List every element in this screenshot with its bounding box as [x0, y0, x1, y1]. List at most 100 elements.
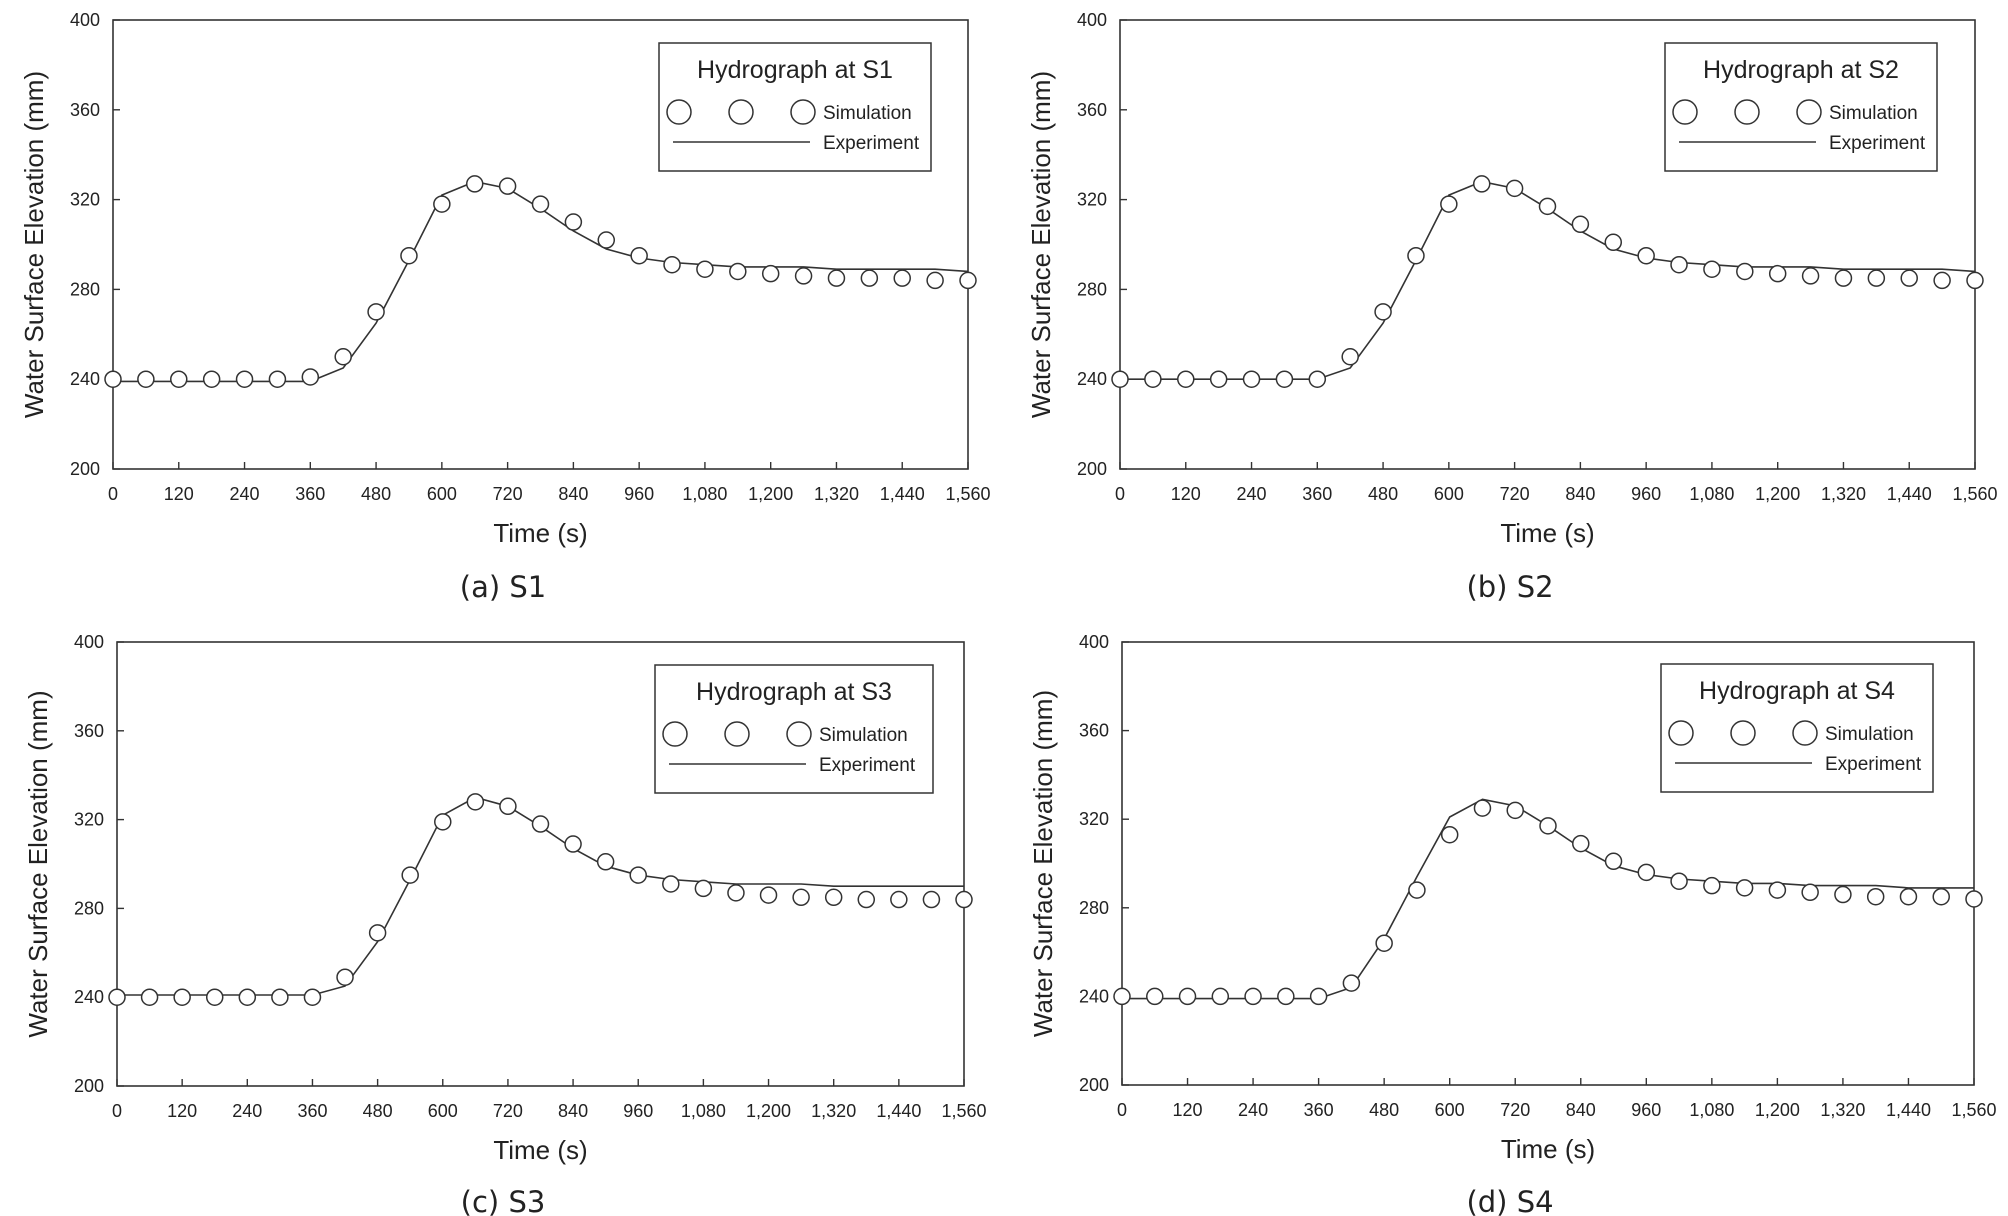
y-tick-label: 400 — [1079, 632, 1109, 652]
y-tick-label: 280 — [1079, 898, 1109, 918]
data-point-simulation — [401, 866, 419, 884]
legend-marker-simulation — [1672, 99, 1698, 125]
data-point-simulation — [1604, 852, 1623, 871]
data-point-simulation — [729, 262, 747, 281]
data-point-simulation — [202, 370, 221, 388]
data-point-simulation — [1209, 370, 1228, 388]
legend-title: Hydrograph at S2 — [1703, 56, 1899, 84]
data-point-simulation — [531, 815, 550, 833]
data-point-simulation — [108, 988, 126, 1006]
data-point-simulation — [1342, 974, 1361, 992]
y-tick-label: 360 — [1077, 100, 1107, 120]
chart-panel-d: 0 120 240 360 480 600 720 840 960 1,080 1,200 1,320… — [1028, 632, 1997, 1216]
x-tick-label: 0 — [112, 1101, 122, 1121]
x-tick-label: 720 — [1500, 1100, 1530, 1120]
x-tick-label: 360 — [295, 484, 325, 504]
x-tick-label: 120 — [1173, 1100, 1203, 1120]
data-point-simulation — [1440, 195, 1458, 213]
data-point-simulation — [694, 879, 713, 898]
legend-marker-simulation — [786, 721, 812, 747]
chart-legend: Hydrograph at S1 Simulation Experiment — [658, 42, 932, 172]
data-point-simulation — [696, 260, 714, 278]
data-point-simulation — [466, 793, 485, 811]
legend-marker-simulation — [728, 99, 754, 125]
x-tick-label: 600 — [1435, 1100, 1465, 1120]
data-point-simulation — [1374, 303, 1392, 321]
data-point-simulation — [761, 264, 780, 283]
data-point-simulation — [893, 269, 911, 287]
data-point-simulation — [955, 890, 973, 909]
y-tick-label: 320 — [1077, 190, 1107, 210]
x-tick-label: 960 — [623, 1101, 653, 1121]
panel-caption: (c) S3 — [461, 1185, 546, 1216]
legend-marker-simulation — [790, 99, 816, 125]
data-point-simulation — [1933, 271, 1951, 290]
data-point-simulation — [1899, 887, 1918, 906]
data-point-simulation — [1735, 879, 1754, 897]
x-tick-label: 0 — [1115, 484, 1125, 504]
x-tick-label: 1,560 — [1951, 1100, 1996, 1120]
panel-caption: (d) S4 — [1466, 1185, 1553, 1216]
data-point-simulation — [926, 271, 944, 290]
legend-label-experiment: Experiment — [1829, 133, 1926, 154]
data-point-simulation — [1900, 269, 1918, 287]
data-point-simulation — [1111, 370, 1129, 388]
data-point-simulation — [400, 246, 418, 265]
data-point-simulation — [1637, 246, 1655, 265]
legend-marker-simulation — [1796, 99, 1822, 125]
data-point-simulation — [137, 370, 155, 388]
y-tick-label: 400 — [1077, 10, 1107, 30]
data-point-simulation — [1965, 890, 1983, 908]
data-point-simulation — [662, 875, 680, 893]
x-tick-label: 840 — [1565, 484, 1595, 504]
data-point-simulation — [235, 370, 254, 388]
data-point-simulation — [890, 890, 908, 909]
x-tick-label: 1,200 — [748, 484, 793, 504]
y-axis-title: Water Surface Elevation (mm) — [23, 690, 53, 1037]
data-point-simulation — [1966, 271, 1984, 290]
data-point-simulation — [1867, 269, 1886, 287]
data-point-simulation — [794, 267, 813, 285]
data-point-simulation — [792, 888, 810, 907]
x-tick-label: 0 — [108, 484, 118, 504]
data-point-simulation — [564, 835, 582, 853]
data-point-simulation — [1571, 215, 1590, 234]
y-tick-label: 400 — [74, 632, 104, 652]
data-point-simulation — [1144, 370, 1162, 388]
data-point-simulation — [1801, 267, 1820, 285]
x-tick-label: 360 — [1304, 1100, 1334, 1120]
x-tick-label: 240 — [230, 484, 260, 504]
x-tick-label: 600 — [428, 1101, 458, 1121]
x-axis-title: Time (s) — [1501, 1134, 1595, 1164]
y-tick-label: 200 — [1077, 459, 1107, 479]
x-tick-label: 960 — [1631, 484, 1661, 504]
data-point-simulation — [499, 797, 517, 816]
legend-label-simulation: Simulation — [1825, 724, 1914, 745]
y-axis-title: Water Surface Elevation (mm) — [1028, 690, 1058, 1037]
panel-caption: (a) S1 — [460, 570, 546, 604]
data-point-simulation — [922, 890, 941, 909]
x-tick-label: 1,200 — [1755, 1100, 1800, 1120]
x-tick-label: 1,440 — [876, 1101, 921, 1121]
data-point-simulation — [1407, 246, 1425, 265]
x-tick-label: 1,320 — [1820, 1100, 1865, 1120]
data-point-simulation — [1670, 255, 1688, 274]
data-point-simulation — [1113, 987, 1131, 1006]
data-point-simulation — [334, 348, 352, 366]
data-point-simulation — [1275, 370, 1294, 388]
data-point-simulation — [367, 303, 385, 321]
x-tick-label: 840 — [1566, 1100, 1596, 1120]
data-point-simulation — [1375, 934, 1393, 952]
data-point-simulation — [1768, 881, 1787, 899]
plot-frame — [116, 641, 965, 1087]
x-tick-label: 1,440 — [1887, 484, 1932, 504]
y-tick-label: 280 — [74, 898, 104, 918]
plot-frame — [112, 19, 969, 470]
legend-title: Hydrograph at S4 — [1699, 677, 1895, 705]
data-point-simulation — [433, 195, 451, 213]
x-tick-label: 1,200 — [1755, 484, 1800, 504]
legend-label-experiment: Experiment — [1825, 754, 1922, 775]
plot-frame — [1119, 19, 1976, 470]
data-point-simulation — [1242, 370, 1261, 388]
